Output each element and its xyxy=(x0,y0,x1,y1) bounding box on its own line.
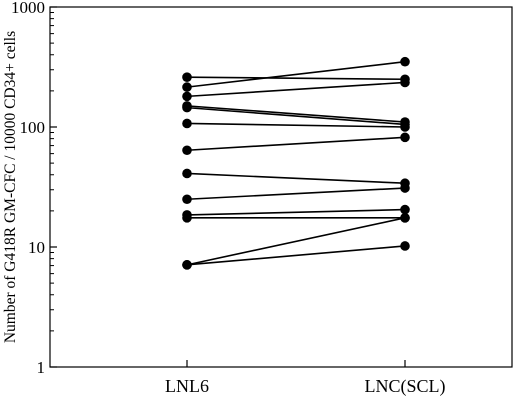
series-line xyxy=(186,76,406,81)
data-point xyxy=(182,168,192,179)
data-point xyxy=(400,122,410,132)
data-point xyxy=(400,204,410,215)
plot-frame xyxy=(49,6,513,368)
series-line xyxy=(186,172,406,185)
data-point xyxy=(400,213,410,223)
series-line xyxy=(186,105,406,123)
data-point xyxy=(182,91,192,102)
data-point xyxy=(400,132,410,143)
data-point xyxy=(182,82,192,92)
y-tick-label: 10 xyxy=(28,238,45,257)
series-line xyxy=(186,122,406,128)
data-point xyxy=(182,213,192,223)
y-tick-label: 100 xyxy=(20,118,46,137)
y-tick-label: 1 xyxy=(37,358,46,377)
series-line xyxy=(186,245,406,266)
y-axis-ticks: 1 10 100 1000 xyxy=(11,0,57,377)
data-point xyxy=(182,194,192,205)
series-line xyxy=(186,187,406,201)
series-line xyxy=(186,106,406,126)
x-axis-ticks: LNL6 LNC(SCL) xyxy=(165,360,446,397)
x-tick-label: LNC(SCL) xyxy=(365,376,446,397)
y-axis-title: Number of G418R GM-CFC / 10000 CD34+ cel… xyxy=(2,31,19,343)
series-lines xyxy=(186,60,406,266)
data-point xyxy=(400,241,410,251)
series-line xyxy=(186,136,406,152)
series-line xyxy=(186,217,406,266)
data-point xyxy=(400,77,410,88)
series-line xyxy=(186,208,406,216)
series-line xyxy=(186,81,406,98)
data-point xyxy=(182,72,192,83)
data-point xyxy=(182,145,192,156)
data-point xyxy=(182,118,192,129)
x-tick-label: LNL6 xyxy=(165,376,209,396)
data-point xyxy=(182,260,192,270)
data-point xyxy=(400,183,410,193)
series-line xyxy=(186,60,406,88)
series-points xyxy=(182,56,410,270)
data-point xyxy=(182,102,192,113)
data-point xyxy=(400,56,410,67)
y-tick-label: 1000 xyxy=(11,0,45,17)
